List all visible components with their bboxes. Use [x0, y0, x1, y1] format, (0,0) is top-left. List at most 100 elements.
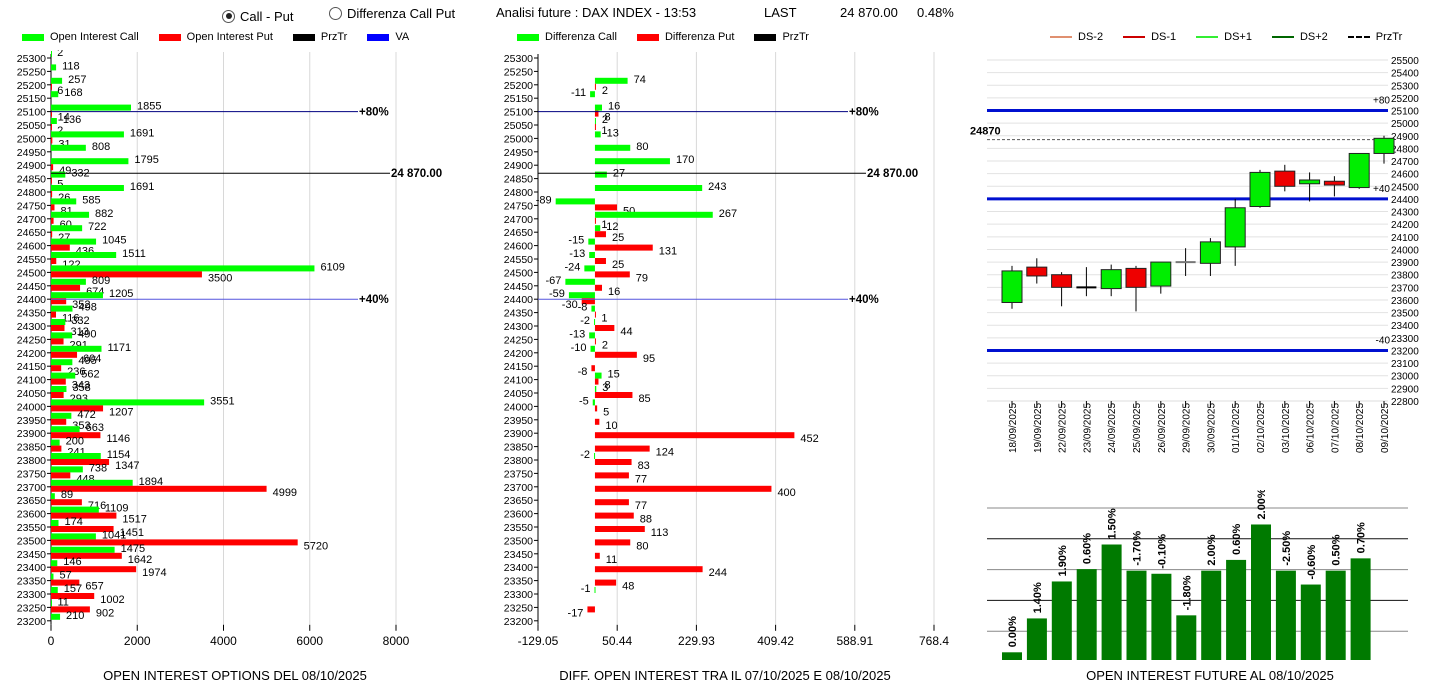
future-bar-label: -1.80%: [1181, 575, 1193, 610]
bar-call: [594, 158, 670, 165]
bar-call-label: 200: [66, 436, 84, 448]
future-bar: [1126, 570, 1147, 660]
bar-put-label: 1: [601, 313, 607, 325]
future-bar-label: 0.70%: [1356, 522, 1368, 553]
bar-put-label: 5: [603, 406, 609, 418]
x-tick-label: 25/09/2025: [1132, 403, 1143, 453]
bar-put: [594, 445, 650, 452]
bar-put-label: 95: [643, 353, 655, 365]
bar-put: [594, 338, 596, 345]
bar-put-label: 343: [72, 380, 90, 392]
radio-differenza-call-put[interactable]: Differenza Call Put: [329, 6, 455, 25]
bar-call-label: 663: [86, 422, 104, 434]
bar-call: [51, 104, 131, 111]
bar-put: [594, 485, 772, 492]
bar-put: [594, 392, 633, 398]
bar-call-label: 2: [602, 114, 608, 126]
y-tick-label: 25100: [17, 107, 46, 119]
bar-call: [594, 386, 597, 392]
y-tick-label: 25300: [1391, 81, 1419, 92]
bar-put: [594, 258, 606, 264]
bar-call: [594, 131, 601, 138]
bar-put: [51, 231, 53, 238]
bar-put-label: 352: [72, 299, 90, 311]
bar-call-label: 12: [606, 221, 618, 233]
level-label: +40%: [849, 294, 879, 306]
y-tick-label: 23650: [504, 495, 533, 507]
x-tick-label: 26/09/2025: [1157, 403, 1168, 453]
bar-put: [51, 338, 64, 345]
bar-call-label: 1894: [139, 476, 163, 488]
legend-dash: [1347, 36, 1370, 38]
bar-put: [51, 566, 137, 573]
future-bar-label: 2.00%: [1256, 490, 1268, 519]
bar-call-label: 80: [636, 141, 648, 153]
y-tick-label: 22800: [1391, 397, 1419, 408]
radio-call-put[interactable]: Call - Put: [222, 6, 293, 24]
y-tick-label: 24250: [504, 334, 533, 346]
bar-put: [594, 378, 599, 385]
bar-call-label: 170: [676, 154, 694, 166]
future-bar: [1350, 558, 1371, 660]
bar-put: [51, 191, 53, 197]
future-bar-label: 1.90%: [1057, 545, 1069, 576]
bar-call-label: -89: [536, 194, 552, 206]
bar-call-label: 1154: [107, 449, 131, 461]
y-tick-label: 23200: [504, 616, 533, 628]
oi-future-chart: 0.00% 1.40% 1.90% 0.60% 1.50% -1.70% -0.10% -1.…: [987, 490, 1408, 660]
candle-up: [1224, 207, 1246, 248]
bar-call-label: 136: [63, 114, 81, 126]
bar-put: [594, 204, 618, 211]
bar-call: [584, 265, 595, 272]
y-tick-label: 25100: [1391, 107, 1419, 118]
y-tick-label: 24800: [17, 187, 46, 199]
legend-label: PrzTr: [320, 31, 348, 43]
x-tick-label: 22/09/2025: [1058, 403, 1069, 453]
x-tick-label: 08/10/2025: [1355, 403, 1366, 453]
bar-call: [594, 77, 628, 84]
bar-call: [51, 252, 117, 258]
bar-call: [594, 225, 601, 232]
bar-put-label: 2: [602, 339, 608, 351]
bar-put-label: 400: [777, 487, 795, 499]
legend-item-ds+2: DS+2: [1271, 31, 1328, 43]
bar-call-label: 1795: [134, 154, 158, 166]
bar-call-label: 490: [78, 328, 96, 340]
candle-up: [1001, 270, 1023, 303]
bar-call: [51, 185, 124, 191]
y-tick-label: 24700: [504, 214, 533, 226]
bar-put-label: 10: [605, 420, 617, 432]
candle-down: [1323, 180, 1345, 186]
legend-item-prztr-dash: PrzTr: [1347, 31, 1402, 43]
bar-put-label: 16: [608, 286, 620, 298]
y-tick-label: 25250: [504, 66, 533, 78]
future-bar: [1176, 615, 1197, 660]
future-bar-label: -0.60%: [1306, 544, 1318, 579]
bar-call-label: 882: [95, 208, 113, 220]
legend-item-prztr: PrzTr: [292, 31, 348, 43]
bar-put: [51, 83, 52, 90]
bar-call-label: 3551: [210, 395, 234, 407]
y-tick-label: 23350: [504, 576, 533, 588]
future-bar-label: 1.50%: [1107, 508, 1119, 539]
bar-call-label: -8: [578, 302, 588, 314]
bar-call: [51, 426, 80, 433]
bar-call: [51, 520, 59, 526]
bar-put: [594, 284, 603, 291]
candle-up: [1199, 241, 1221, 264]
legend-label: DS+1: [1224, 31, 1252, 43]
future-bar: [1151, 573, 1172, 660]
bar-put: [594, 526, 645, 532]
y-tick-label: 23900: [1391, 258, 1419, 269]
bar-call-label: 118: [62, 60, 80, 72]
bar-call-label: -5: [579, 395, 589, 407]
bar-call-label: 585: [82, 194, 100, 206]
legend-label: Differenza Put: [664, 31, 735, 43]
y-tick-label: 24350: [504, 308, 533, 320]
bar-call-label: -2: [580, 449, 590, 461]
bar-call: [51, 466, 83, 473]
va-level-label: +40: [1373, 184, 1390, 195]
legend-item-ds+1: DS+1: [1196, 31, 1252, 43]
bar-put-label: 88: [640, 514, 652, 526]
y-tick-label: 23900: [504, 428, 533, 440]
